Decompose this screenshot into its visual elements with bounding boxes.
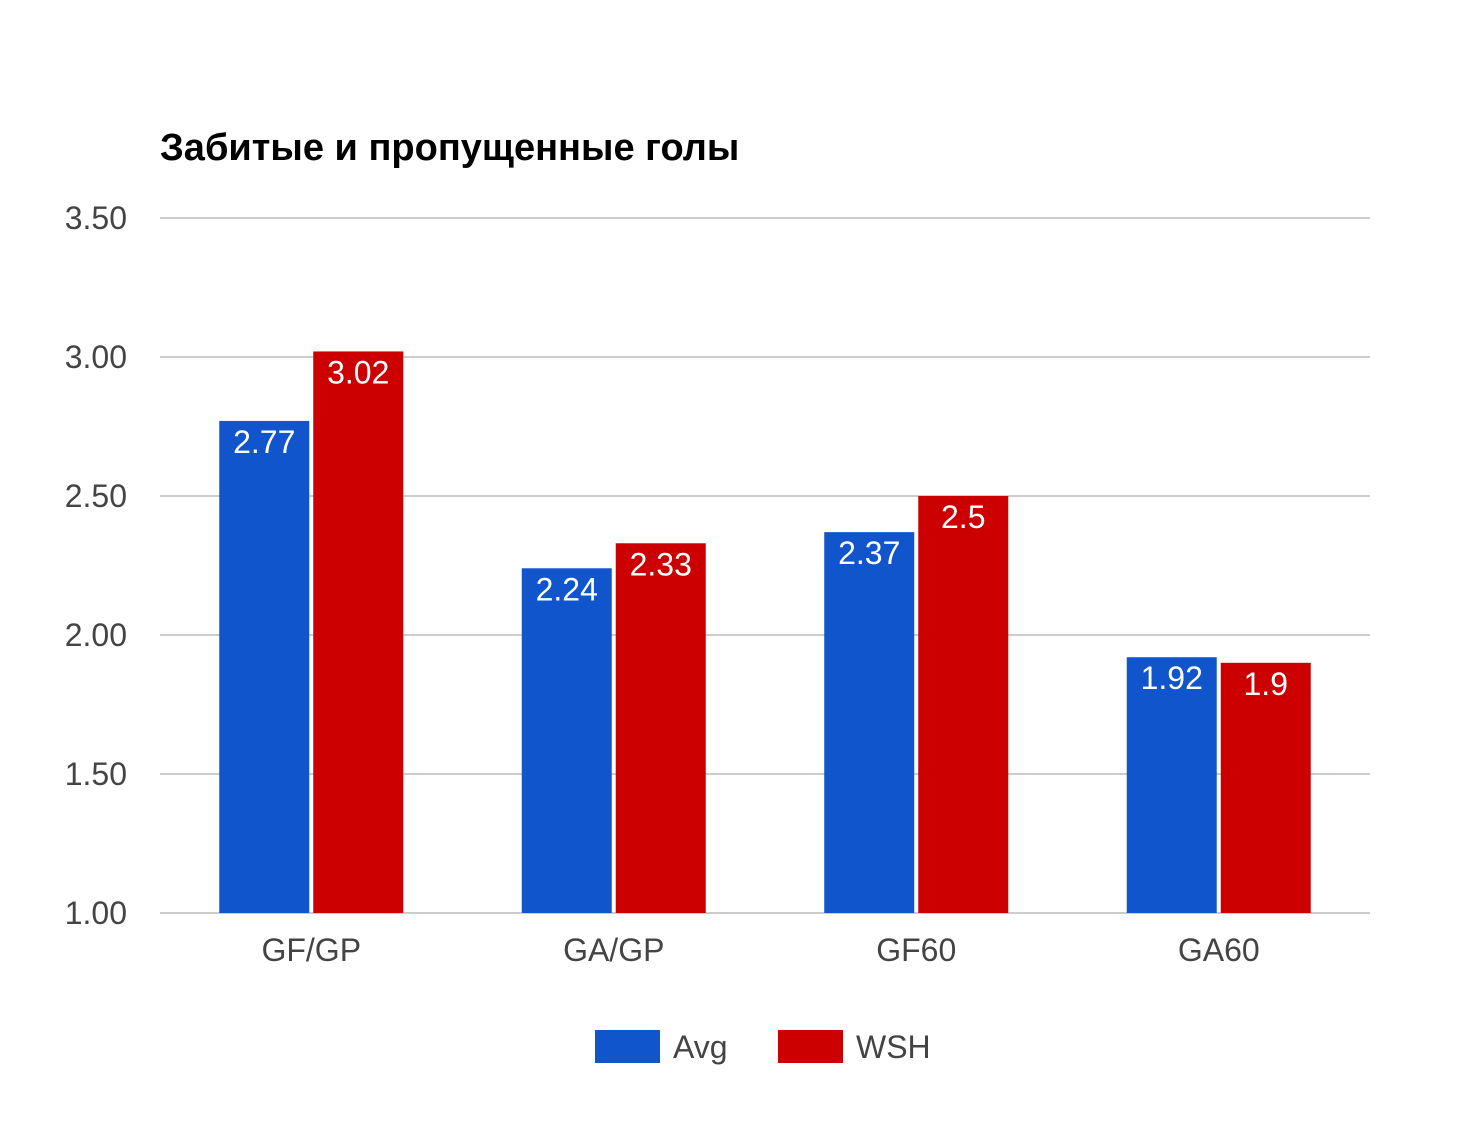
bar-wsh-gfgp[interactable] [313,351,404,913]
data-label: 1.9 [1244,666,1288,702]
y-tick-label: 3.50 [65,200,127,236]
y-tick-label: 2.00 [65,617,127,653]
y-axis-ticks: 1.00 1.50 2.00 2.50 3.00 3.50 [65,200,127,931]
data-label: 2.24 [536,571,598,607]
bars [219,351,1311,913]
bar-avg-gf60[interactable] [824,532,915,913]
x-axis-ticks: GF/GP GA/GP GF60 GA60 [261,932,1259,968]
y-tick-label: 2.50 [65,478,127,514]
y-tick-label: 3.00 [65,339,127,375]
y-tick-label: 1.00 [65,895,127,931]
legend-item-avg[interactable]: Avg [595,1029,728,1065]
data-label: 2.33 [630,546,692,582]
x-tick-label: GA/GP [563,932,664,968]
bar-wsh-ga60[interactable] [1220,662,1311,913]
legend-swatch [778,1030,843,1063]
bar-wsh-gf60[interactable] [918,496,1009,913]
x-tick-label: GA60 [1178,932,1260,968]
bar-avg-gfgp[interactable] [219,420,310,913]
legend-item-wsh[interactable]: WSH [778,1029,931,1065]
legend-swatch [595,1030,660,1063]
data-label: 2.5 [941,499,985,535]
bar-wsh-gagp[interactable] [615,543,706,913]
data-label: 2.77 [233,424,295,460]
chart-title: Забитые и пропущенные голы [160,127,739,169]
legend-label: Avg [673,1029,728,1065]
x-tick-label: GF60 [876,932,956,968]
y-tick-label: 1.50 [65,756,127,792]
legend-label: WSH [856,1029,931,1065]
data-label: 1.92 [1141,660,1203,696]
bar-avg-ga60[interactable] [1126,657,1217,913]
x-tick-label: GF/GP [261,932,361,968]
legend[interactable]: Avg WSH [595,1029,931,1065]
data-labels: 2.77 3.02 2.24 2.33 2.37 2.5 1.92 1.9 [233,354,1288,701]
bar-avg-gagp[interactable] [521,568,612,913]
data-label: 3.02 [327,354,389,390]
data-label: 2.37 [838,535,900,571]
